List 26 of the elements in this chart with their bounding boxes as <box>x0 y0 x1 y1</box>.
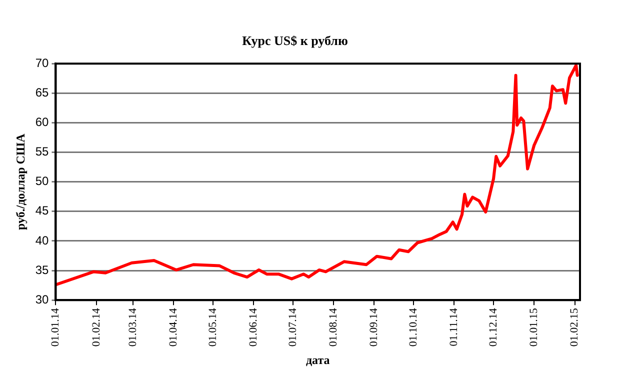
y-tick-label: 70 <box>35 56 50 70</box>
x-tick-label: 01.07.14 <box>286 308 299 347</box>
x-tick-label: 01.06.14 <box>248 308 260 347</box>
x-tick-label: 01.01.15 <box>528 308 540 347</box>
x-tick-label: 01.12.14 <box>487 308 500 347</box>
y-tick-label: 40 <box>35 233 50 248</box>
y-tick-label: 60 <box>35 115 50 130</box>
y-tick-label: 35 <box>35 262 50 277</box>
x-tick-label: 01.11.14 <box>448 308 460 346</box>
x-axis-title: дата <box>306 352 330 367</box>
x-tick-label: 01.03.14 <box>126 308 139 347</box>
y-axis-title: руб./доллар США <box>13 133 28 230</box>
x-tick-label: 01.08.14 <box>327 308 340 347</box>
x-tick-label: 01.09.14 <box>368 308 380 347</box>
y-tick-label: 50 <box>35 174 50 188</box>
y-tick-label: 65 <box>35 85 50 100</box>
x-tick-label: 01.02.14 <box>90 308 102 347</box>
y-tick-label: 45 <box>35 204 50 218</box>
x-tick-label: 01.05.14 <box>206 308 219 347</box>
x-tick-label: 01.10.14 <box>407 308 420 347</box>
x-tick-label: 01.02.15 <box>568 308 581 347</box>
y-tick-label: 30 <box>35 292 50 306</box>
x-tick-label: 01.04.14 <box>168 308 180 347</box>
x-tick-label: 01.01.14 <box>50 308 62 347</box>
y-tick-label: 55 <box>35 144 50 159</box>
chart-title: Курс US$ к рублю <box>242 33 348 48</box>
